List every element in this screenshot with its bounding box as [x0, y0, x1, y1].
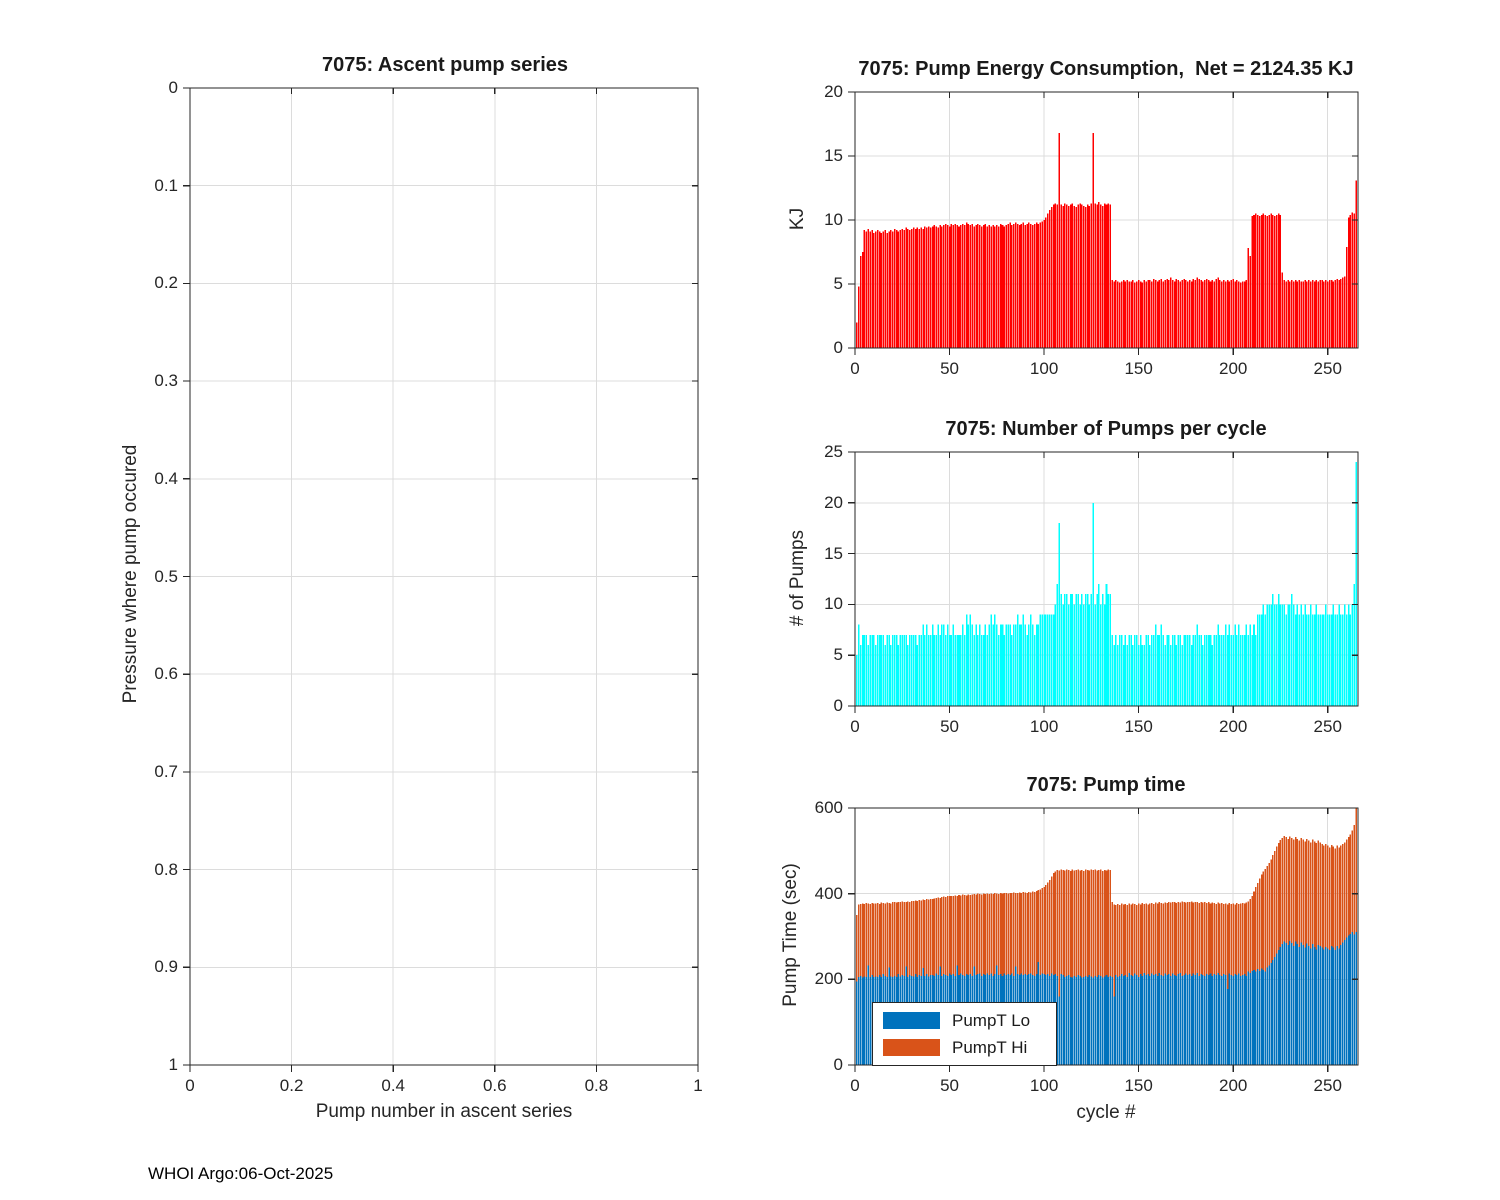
y-tick-label: 0.5: [154, 566, 178, 586]
pumpt-hi-label: PumpT Hi: [952, 1037, 1028, 1057]
y-tick-label: 400: [814, 883, 843, 903]
y-tick-label: 0.1: [154, 175, 178, 195]
pumps-chart: 0 50 100 150 200 250 0 5 10 15 20 25: [824, 442, 1359, 736]
x-tick-label: 0: [850, 717, 860, 736]
pumptime-chart: 0 50 100 150 200 250 0 200 400 600: [815, 798, 1359, 1095]
y-tick-label: 25: [824, 442, 843, 461]
y-tick-label: 0: [833, 1055, 843, 1074]
y-tick-label: 0.7: [154, 761, 178, 781]
pumpt-hi-swatch: [883, 1039, 940, 1056]
energy-plot-title: 7075: Pump Energy Consumption, Net = 212…: [858, 58, 1354, 80]
y-tick-label: 10: [824, 594, 843, 614]
x-tick-label: 0: [185, 1076, 195, 1095]
x-tick-label: 1: [693, 1076, 703, 1095]
y-tick-label: 0.9: [154, 957, 178, 977]
pumptime-plot-title: 7075: Pump time: [1026, 774, 1186, 796]
y-tick-label: 0.2: [154, 273, 178, 293]
legend-row-pumpt-hi: PumpT Hi: [883, 1035, 1046, 1060]
pumptime-xlabel: cycle #: [1076, 1102, 1136, 1123]
x-tick-label: 0.2: [279, 1076, 304, 1095]
x-tick-label: 150: [1124, 359, 1153, 378]
y-tick-label: 0.4: [154, 468, 178, 488]
x-tick-label: 100: [1029, 1076, 1059, 1095]
pumps-plot-title: 7075: Number of Pumps per cycle: [945, 418, 1267, 440]
y-tick-label: 20: [824, 492, 843, 512]
x-tick-label: 100: [1029, 359, 1059, 378]
y-tick-label: 10: [824, 210, 843, 229]
y-tick-label: 1: [168, 1055, 178, 1074]
x-tick-label: 0.4: [381, 1076, 405, 1095]
x-tick-label: 200: [1219, 717, 1248, 736]
x-tick-label: 50: [940, 1076, 959, 1095]
pumptime-ylabel: Pump Time (sec): [780, 863, 801, 1007]
y-tick-label: 5: [833, 645, 843, 665]
y-tick-label: 15: [824, 543, 843, 563]
ascent-plot-title: 7075: Ascent pump series: [321, 54, 569, 76]
y-tick-label: 0.3: [154, 371, 178, 391]
x-tick-label: 0.8: [584, 1076, 609, 1095]
y-tick-label: 0: [833, 338, 843, 357]
x-tick-label: 250: [1313, 1076, 1342, 1095]
x-tick-label: 200: [1219, 359, 1248, 378]
figure-caption: WHOI Argo:06-Oct-2025: [148, 1164, 334, 1183]
pumpt-lo-swatch: [883, 1012, 940, 1029]
energy-chart: 0 50 100 150 200 250 0 5 10 15 20: [824, 82, 1359, 378]
ascent-plot-area: 0 0.2 0.4 0.6 0.8 1 0 0.1 0.2 0.3 0.4 0.5 0.6 0.7 0.8 0…: [154, 78, 702, 1095]
y-tick-label: 15: [824, 146, 843, 165]
x-tick-label: 150: [1124, 717, 1153, 736]
y-tick-label: 0: [168, 78, 178, 97]
x-tick-label: 50: [940, 717, 959, 736]
x-tick-label: 50: [940, 359, 959, 378]
y-tick-label: 600: [814, 798, 843, 817]
y-tick-label: 5: [833, 274, 843, 293]
x-tick-label: 0.6: [482, 1076, 507, 1095]
y-tick-label: 200: [814, 969, 843, 989]
y-tick-label: 0.6: [154, 664, 178, 684]
ascent-xlabel: Pump number in ascent series: [315, 1101, 573, 1122]
x-tick-label: 0: [850, 359, 860, 378]
x-tick-label: 200: [1219, 1076, 1248, 1095]
pumpt-lo-label: PumpT Lo: [952, 1010, 1031, 1030]
pump-time-legend: PumpT Lo PumpT Hi: [872, 1002, 1057, 1066]
x-tick-label: 0: [850, 1076, 860, 1095]
x-tick-label: 250: [1313, 359, 1342, 378]
x-tick-label: 100: [1029, 717, 1059, 736]
y-tick-label: 0.8: [154, 859, 178, 879]
x-tick-label: 250: [1313, 717, 1342, 736]
x-tick-label: 150: [1124, 1076, 1153, 1095]
y-tick-label: 20: [824, 82, 843, 101]
y-tick-label: 0: [833, 696, 843, 715]
legend-row-pumpt-lo: PumpT Lo: [883, 1008, 1046, 1033]
